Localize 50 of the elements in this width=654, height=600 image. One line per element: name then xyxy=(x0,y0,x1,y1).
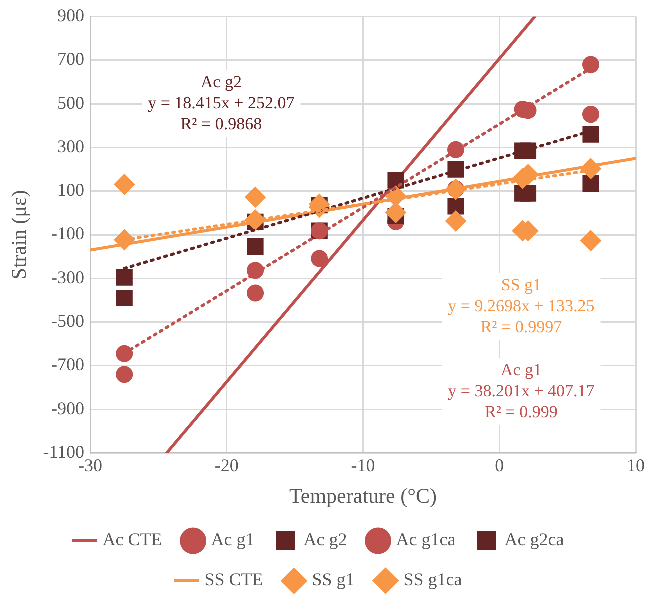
point xyxy=(114,230,136,251)
point xyxy=(388,172,404,189)
y-tick-label: -500 xyxy=(52,311,85,332)
point xyxy=(247,238,264,256)
point xyxy=(247,284,264,302)
annotation: Ac g2 y = 18.415x + 252.07 R² = 0.9868 xyxy=(148,72,296,134)
point xyxy=(520,142,537,160)
y-tick-label: 900 xyxy=(58,6,85,26)
legend-label: Ac CTE xyxy=(102,530,162,550)
point xyxy=(116,290,133,307)
point xyxy=(582,126,600,143)
point xyxy=(582,106,600,124)
y-tick-label: -1100 xyxy=(43,442,85,462)
y-tick-label: 700 xyxy=(58,49,85,70)
y-tick-label: -900 xyxy=(52,398,85,418)
point xyxy=(582,56,600,74)
point xyxy=(114,174,136,196)
x-tick-label: -10 xyxy=(351,456,376,476)
x-tick-label: -20 xyxy=(214,456,239,476)
y-tick-label: 500 xyxy=(58,92,85,113)
legend-label: SS g1 xyxy=(312,570,355,590)
y-tick-label: 300 xyxy=(58,136,85,156)
point xyxy=(448,198,464,215)
point xyxy=(116,345,134,362)
y-tick-label: -100 xyxy=(52,224,85,244)
annotation: Ac g1 y = 38.201x + 407.17 R² = 0.999 xyxy=(448,360,596,422)
x-tick-label: 0 xyxy=(495,456,504,476)
legend-label: SS g1ca xyxy=(404,570,462,590)
point xyxy=(445,210,466,232)
point xyxy=(520,185,537,202)
annotation: SS g1 y = 9.2698x + 133.25 R² = 0.9997 xyxy=(448,275,595,336)
point xyxy=(245,186,266,208)
point xyxy=(448,161,464,178)
point xyxy=(582,175,600,192)
point xyxy=(116,269,133,286)
legend-label: Ac g2 xyxy=(304,530,348,550)
y-axis-title: Strain (με) xyxy=(7,190,32,280)
point xyxy=(580,158,602,180)
legend-label: Ac g1 xyxy=(211,530,255,550)
legend-label: SS CTE xyxy=(204,570,264,590)
legend-label: Ac g2ca xyxy=(504,530,564,550)
legend-label: Ac g1ca xyxy=(396,530,456,550)
y-tick-label: 100 xyxy=(58,180,85,200)
point xyxy=(116,366,134,384)
x-axis-title: Temperature (°C) xyxy=(290,484,437,508)
point xyxy=(580,230,602,252)
x-tick-label: 10 xyxy=(627,456,645,476)
y-tick-label: -700 xyxy=(52,354,85,375)
point xyxy=(311,250,328,268)
y-tick-label: -300 xyxy=(52,267,85,288)
